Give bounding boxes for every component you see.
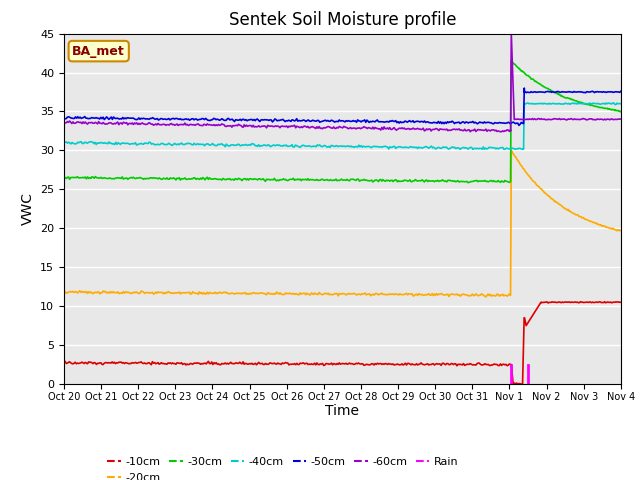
Line: -60cm: -60cm	[64, 34, 621, 132]
-60cm	[572, 117, 579, 122]
-60cm	[218, 121, 226, 127]
-60cm	[223, 124, 230, 130]
-10cm	[515, 383, 522, 388]
-10cm	[617, 300, 625, 305]
Y-axis label: VWC: VWC	[20, 192, 35, 225]
-30cm	[282, 177, 289, 182]
-30cm	[183, 177, 191, 182]
-60cm	[138, 120, 145, 126]
-60cm	[593, 116, 601, 122]
-50cm	[212, 117, 220, 122]
-30cm	[508, 58, 515, 63]
-40cm	[617, 101, 625, 107]
-50cm	[260, 117, 268, 122]
-50cm	[149, 115, 157, 120]
Text: BA_met: BA_met	[72, 45, 125, 58]
-60cm	[156, 122, 163, 128]
-40cm	[212, 143, 220, 148]
-60cm	[508, 31, 515, 36]
Line: -10cm: -10cm	[64, 302, 621, 385]
-50cm	[617, 88, 625, 94]
-50cm	[515, 122, 523, 128]
-40cm	[500, 146, 508, 152]
-30cm	[376, 177, 383, 183]
-30cm	[208, 176, 216, 182]
-60cm	[467, 129, 474, 134]
-40cm	[149, 141, 157, 146]
-20cm	[237, 291, 244, 297]
-40cm	[260, 142, 268, 148]
-40cm	[237, 143, 245, 148]
-10cm	[543, 299, 551, 305]
-60cm	[617, 116, 625, 122]
-10cm	[601, 299, 609, 305]
-50cm	[550, 89, 557, 95]
-20cm	[60, 288, 68, 294]
-30cm	[464, 180, 472, 186]
-20cm	[282, 290, 289, 296]
-30cm	[237, 176, 244, 182]
-20cm	[617, 228, 625, 233]
-10cm	[558, 299, 566, 305]
-10cm	[93, 360, 101, 366]
Title: Sentek Soil Moisture profile: Sentek Soil Moisture profile	[228, 11, 456, 29]
Line: -30cm: -30cm	[64, 60, 621, 183]
-10cm	[486, 362, 494, 368]
-10cm	[425, 362, 433, 368]
-20cm	[482, 294, 490, 300]
Legend: -10cm, -20cm, -30cm, -40cm, -50cm, -60cm, Rain: -10cm, -20cm, -30cm, -40cm, -50cm, -60cm…	[103, 453, 463, 480]
-30cm	[617, 109, 625, 115]
-40cm	[226, 143, 234, 149]
Line: -20cm: -20cm	[64, 150, 621, 297]
-50cm	[520, 85, 528, 91]
-40cm	[548, 100, 556, 106]
-10cm	[60, 359, 68, 365]
-20cm	[508, 147, 515, 153]
Line: -50cm: -50cm	[64, 88, 621, 125]
-20cm	[376, 291, 383, 297]
-50cm	[237, 118, 245, 123]
-50cm	[226, 117, 234, 123]
X-axis label: Time: Time	[325, 405, 360, 419]
Line: -40cm: -40cm	[64, 103, 621, 149]
-10cm	[511, 382, 519, 387]
-20cm	[245, 291, 253, 297]
-30cm	[245, 177, 253, 183]
-20cm	[183, 290, 191, 296]
-40cm	[609, 100, 617, 106]
-20cm	[208, 290, 216, 296]
-50cm	[60, 116, 68, 122]
-60cm	[60, 120, 68, 126]
-30cm	[60, 174, 68, 180]
-40cm	[60, 140, 68, 146]
